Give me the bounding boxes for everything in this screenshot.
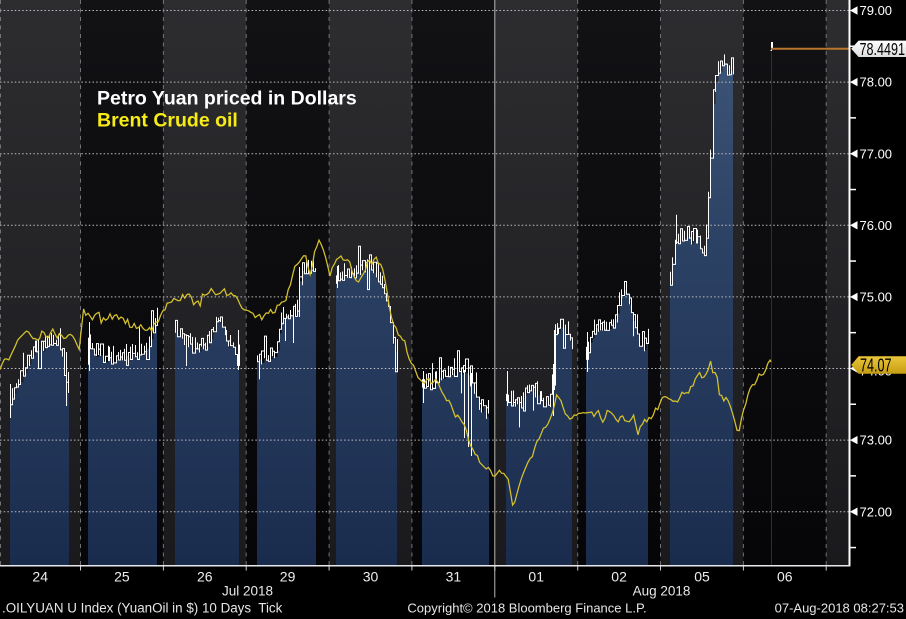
svg-text:76.00: 76.00	[860, 218, 893, 233]
svg-text:Petro Yuan priced in Dollars: Petro Yuan priced in Dollars	[97, 88, 357, 110]
svg-text:74.07: 74.07	[860, 356, 892, 376]
svg-text:78.4491: 78.4491	[860, 39, 906, 59]
svg-text:02: 02	[611, 569, 627, 585]
svg-text:29: 29	[280, 569, 296, 585]
svg-text:30: 30	[363, 569, 379, 585]
svg-text:07-Aug-2018 08:27:53: 07-Aug-2018 08:27:53	[775, 601, 904, 616]
svg-text:75.00: 75.00	[860, 290, 893, 305]
svg-text:25: 25	[114, 569, 130, 585]
svg-text:.OILYUAN U Index (YuanOil in $: .OILYUAN U Index (YuanOil in $) 10 Days …	[2, 601, 283, 616]
svg-text:73.00: 73.00	[860, 433, 893, 448]
svg-text:72.00: 72.00	[860, 504, 893, 519]
svg-text:77.00: 77.00	[860, 146, 893, 161]
svg-text:06: 06	[777, 569, 793, 585]
svg-text:01: 01	[528, 569, 544, 585]
svg-text:Aug 2018: Aug 2018	[633, 584, 691, 599]
svg-text:24: 24	[32, 569, 48, 585]
svg-text:79.00: 79.00	[860, 3, 893, 18]
svg-text:05: 05	[694, 569, 710, 585]
svg-text:Jul 2018: Jul 2018	[222, 584, 273, 599]
svg-text:31: 31	[446, 569, 462, 585]
svg-text:Copyright© 2018 Bloomberg Fina: Copyright© 2018 Bloomberg Finance L.P.	[407, 601, 646, 616]
svg-text:26: 26	[197, 569, 213, 585]
svg-text:78.00: 78.00	[860, 75, 893, 90]
svg-text:Brent Crude oil: Brent Crude oil	[97, 110, 238, 132]
